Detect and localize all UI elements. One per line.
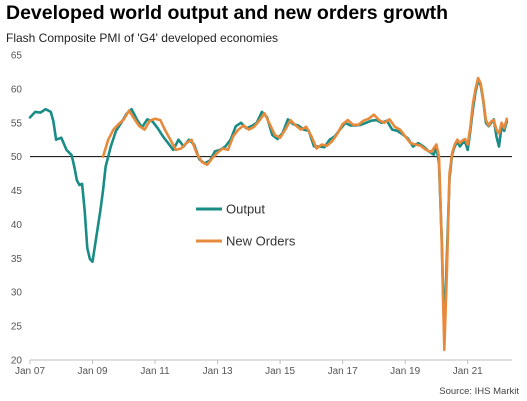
y-tick-label: 55 xyxy=(11,118,23,129)
y-tick-label: 50 xyxy=(11,152,23,163)
legend-label-output: Output xyxy=(226,202,265,217)
y-tick-label: 30 xyxy=(11,288,23,299)
series-layer xyxy=(28,76,509,352)
x-tick-label: Jan 15 xyxy=(265,366,295,377)
y-tick-label: 20 xyxy=(11,356,23,367)
x-tick-label: Jan 09 xyxy=(78,366,108,377)
y-tick-label: 25 xyxy=(11,322,23,333)
x-tick-label: Jan 07 xyxy=(15,366,45,377)
y-axis: 20 25 30 35 40 45 50 55 60 65 xyxy=(11,51,23,367)
chart-subtitle: Flash Composite PMI of 'G4' developed ec… xyxy=(6,31,279,45)
y-tick-label: 45 xyxy=(11,186,23,197)
series-new-orders-line xyxy=(101,76,509,352)
x-tick-label: Jan 19 xyxy=(390,366,420,377)
x-tick-label: Jan 11 xyxy=(140,366,170,377)
x-axis: Jan 07 Jan 09 Jan 11 Jan 13 Jan 15 Jan 17 Jan … xyxy=(15,359,512,377)
y-tick-label: 35 xyxy=(11,254,23,265)
series-output-line xyxy=(28,78,509,338)
source-note: Source: IHS Markit xyxy=(439,386,519,397)
y-tick-label: 40 xyxy=(11,220,23,231)
legend-label-new-orders: New Orders xyxy=(226,234,296,249)
x-tick-label: Jan 17 xyxy=(328,366,358,377)
chart-title: Developed world output and new orders gr… xyxy=(6,2,449,24)
legend: Output New Orders xyxy=(196,202,296,249)
x-tick-label: Jan 21 xyxy=(453,366,483,377)
y-tick-label: 65 xyxy=(11,51,23,62)
y-tick-label: 60 xyxy=(11,84,23,95)
x-tick-label: Jan 13 xyxy=(203,366,233,377)
